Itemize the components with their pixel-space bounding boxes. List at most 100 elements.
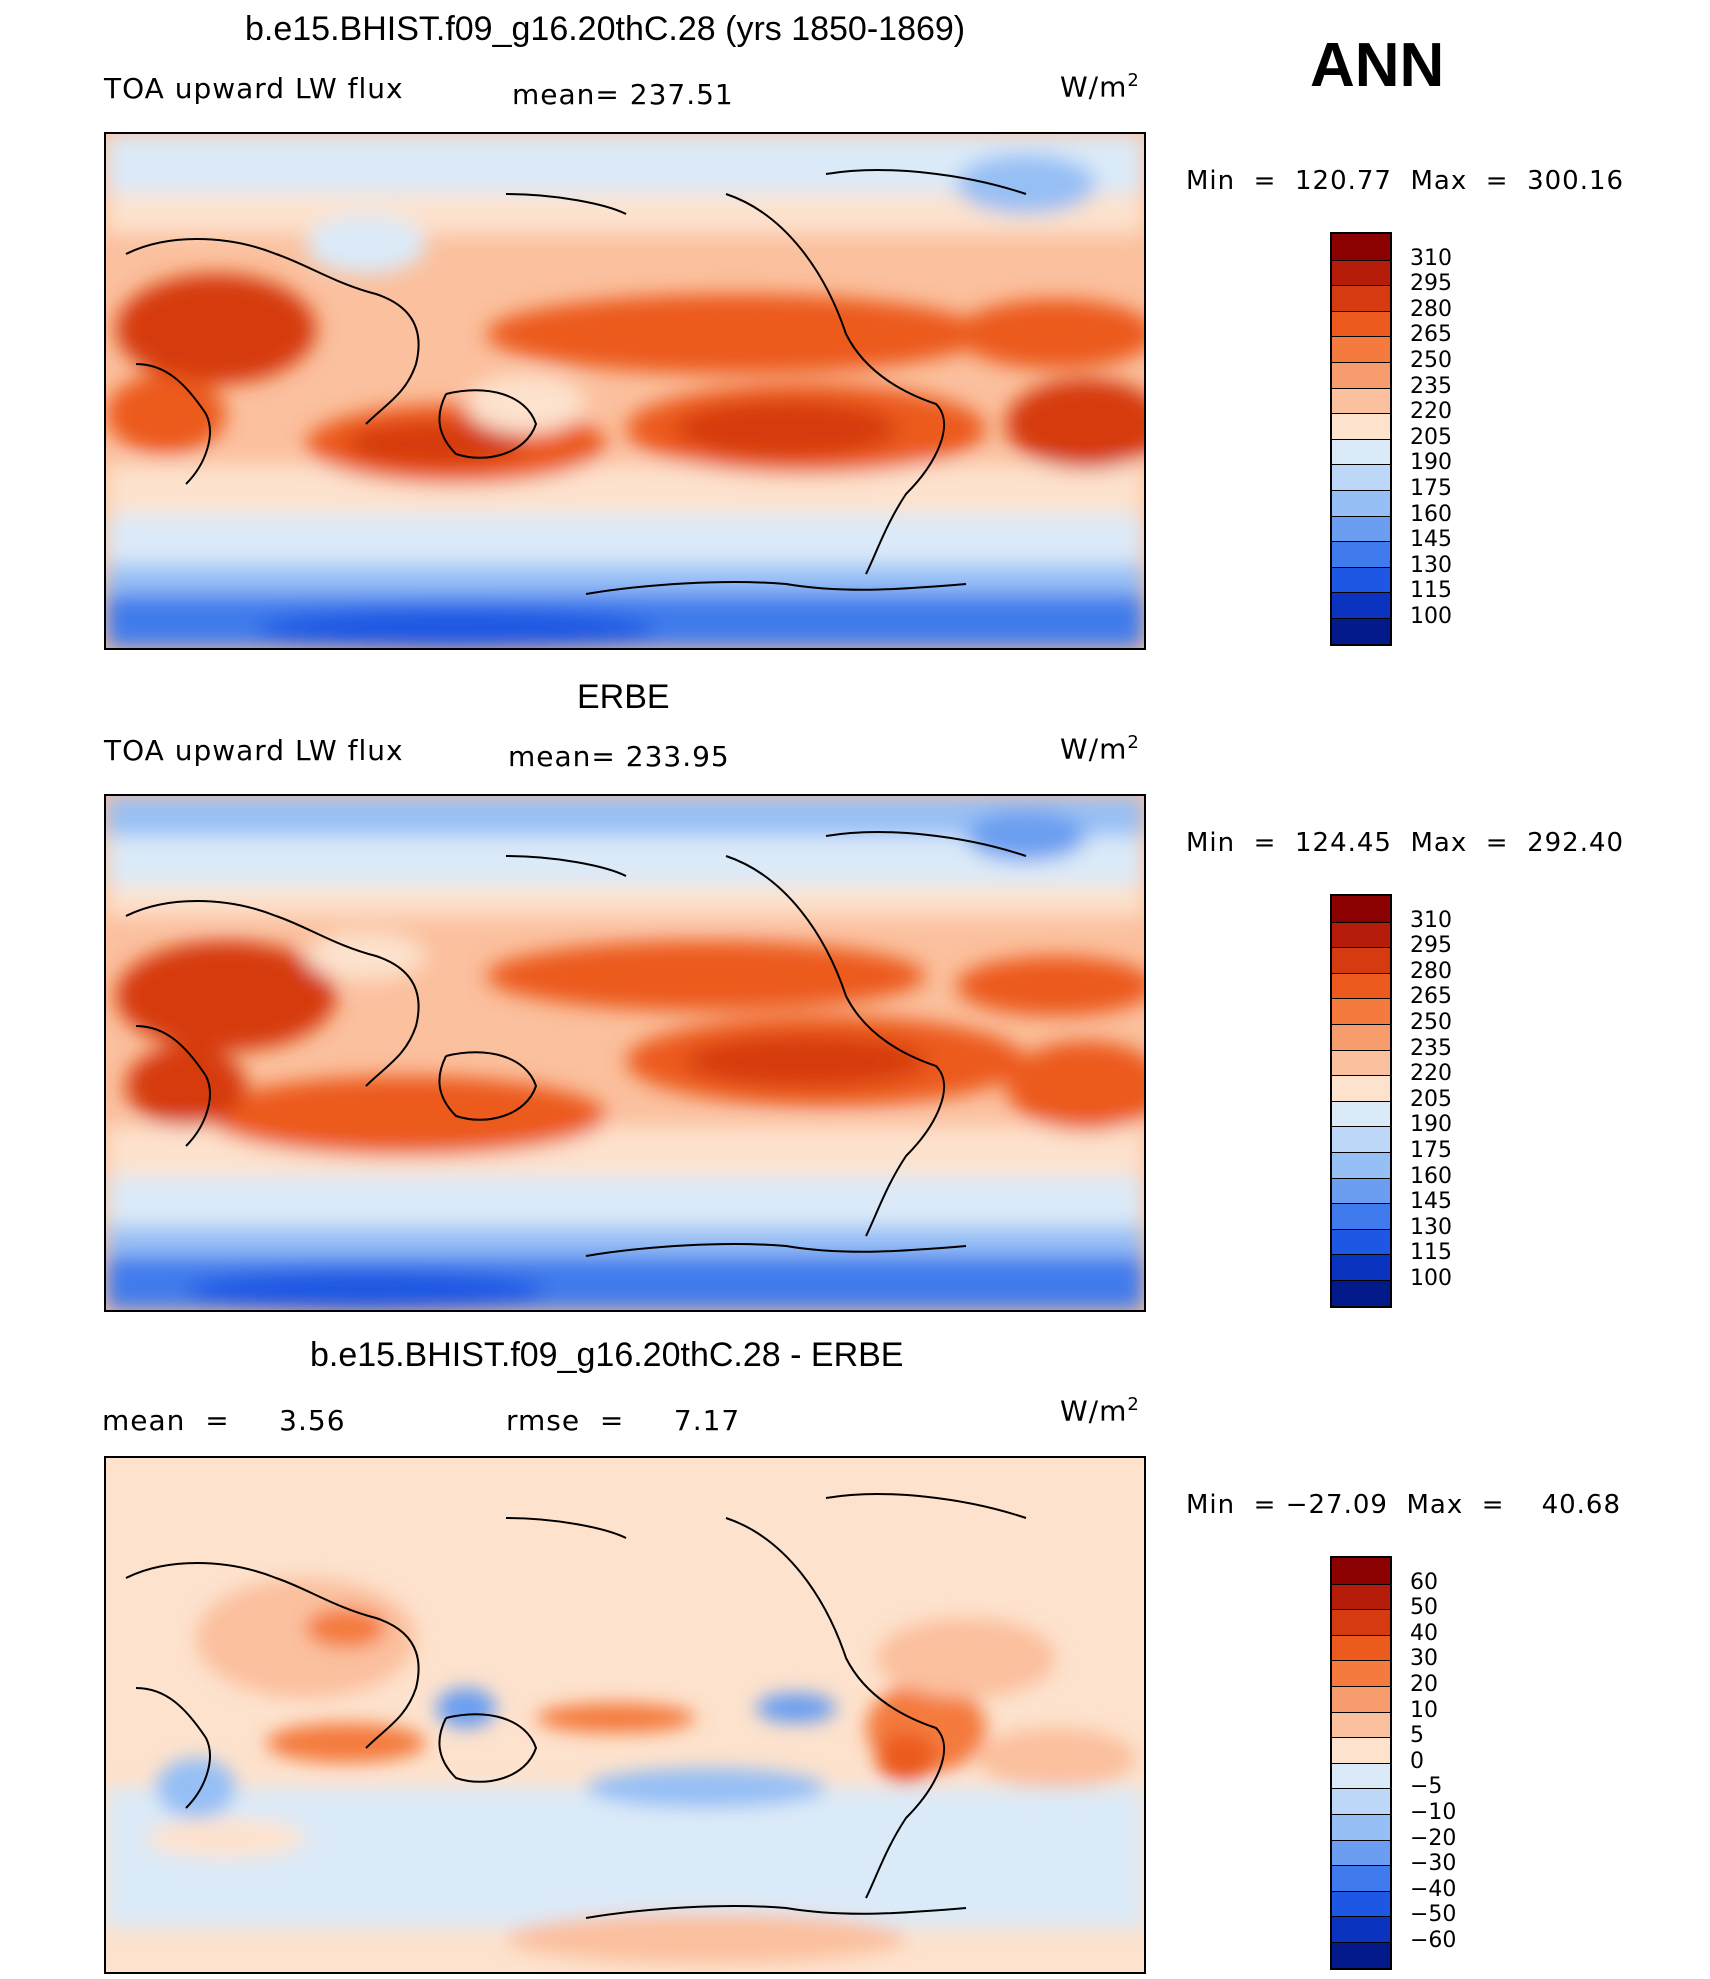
colorbar-swatch [1332, 1685, 1390, 1712]
panel3-map [104, 1456, 1146, 1974]
colorbar-swatch [1332, 1788, 1390, 1814]
colorbar-tick-label: 60 [1410, 1569, 1438, 1595]
panel3-title: b.e15.BHIST.f09_g16.20thC.28 - ERBE [310, 1336, 904, 1374]
panel1-title: b.e15.BHIST.f09_g16.20thC.28 (yrs 1850-1… [245, 10, 966, 48]
colorbar-swatch [1332, 1228, 1390, 1255]
colorbar-swatch [1332, 1126, 1390, 1152]
colorbar-tick-label: 160 [1410, 501, 1452, 527]
colorbar-tick-label: −10 [1410, 1800, 1457, 1825]
colorbar-swatch [1332, 947, 1390, 973]
panel2-variable-label: TOA upward LW flux [104, 734, 404, 767]
colorbar-tick-label: 190 [1410, 450, 1452, 476]
colorbar-swatch [1332, 1100, 1390, 1127]
colorbar-swatch [1332, 1865, 1390, 1891]
panel1-minmax: Min = 120.77 Max = 300.16 [1186, 166, 1625, 196]
colorbar-tick-label: 265 [1410, 322, 1452, 348]
colorbar-tick-label: −60 [1410, 1928, 1457, 1953]
panel2-mean: mean= 233.95 [508, 740, 730, 773]
colorbar-swatch [1332, 464, 1390, 490]
colorbar-tick-label: 250 [1410, 1010, 1452, 1035]
colorbar-swatch [1332, 1711, 1390, 1738]
colorbar-tick-label: 145 [1410, 1189, 1452, 1215]
season-label: ANN [1310, 31, 1445, 100]
panel2-title: ERBE [577, 678, 670, 716]
colorbar-swatch [1332, 489, 1390, 516]
colorbar-swatch [1332, 1941, 1390, 1968]
colorbar-tick-label: 5 [1410, 1723, 1424, 1749]
colorbar-tick-label: −50 [1410, 1902, 1457, 1928]
colorbar-tick-label: 100 [1410, 604, 1452, 629]
panel3-colorbar [1330, 1556, 1392, 1970]
colorbar-swatch [1332, 1762, 1390, 1789]
colorbar-swatch [1332, 1737, 1390, 1763]
colorbar-tick-label: 130 [1410, 552, 1452, 578]
colorbar-tick-label: 130 [1410, 1214, 1452, 1240]
colorbar-swatch [1332, 617, 1390, 644]
colorbar-swatch [1332, 1813, 1390, 1840]
panel1-variable-label: TOA upward LW flux [104, 72, 404, 105]
colorbar-swatch [1332, 413, 1390, 439]
colorbar-tick-label: −5 [1410, 1774, 1443, 1800]
colorbar-tick-label: 145 [1410, 527, 1452, 553]
colorbar-swatch [1332, 592, 1390, 618]
colorbar-tick-label: 100 [1410, 1266, 1452, 1291]
colorbar-swatch [1332, 1609, 1390, 1635]
colorbar-swatch [1332, 896, 1390, 922]
colorbar-swatch [1332, 361, 1390, 388]
panel3-units: W/m2 [1060, 1394, 1140, 1428]
colorbar-tick-label: −30 [1410, 1851, 1457, 1877]
colorbar-tick-label: 310 [1410, 245, 1452, 271]
colorbar-tick-label: 235 [1410, 1035, 1452, 1061]
colorbar-swatch [1332, 1023, 1390, 1050]
panel3-rmse: rmse = 7.17 [506, 1404, 741, 1437]
colorbar-swatch [1332, 234, 1390, 260]
colorbar-tick-label: 220 [1410, 1061, 1452, 1087]
colorbar-swatch [1332, 285, 1390, 311]
colorbar-swatch [1332, 438, 1390, 465]
panel2-map [104, 794, 1146, 1312]
colorbar-swatch [1332, 566, 1390, 593]
colorbar-tick-label: 250 [1410, 348, 1452, 373]
colorbar-tick-label: 265 [1410, 984, 1452, 1010]
panel1-mean: mean= 237.51 [512, 78, 734, 111]
colorbar-swatch [1332, 310, 1390, 337]
colorbar-tick-label: 295 [1410, 933, 1452, 959]
colorbar-swatch [1332, 921, 1390, 948]
colorbar-tick-label: 0 [1410, 1748, 1424, 1774]
colorbar-swatch [1332, 1177, 1390, 1204]
panel1-colorbar [1330, 232, 1392, 646]
colorbar-swatch [1332, 541, 1390, 567]
colorbar-swatch [1332, 1203, 1390, 1229]
colorbar-swatch [1332, 1254, 1390, 1280]
colorbar-tick-label: 280 [1410, 296, 1452, 322]
colorbar-tick-label: 310 [1410, 907, 1452, 933]
colorbar-swatch [1332, 515, 1390, 542]
colorbar-tick-label: 295 [1410, 271, 1452, 297]
panel3-minmax: Min = −27.09 Max = 40.68 [1186, 1490, 1622, 1520]
colorbar-swatch [1332, 1634, 1390, 1661]
colorbar-swatch [1332, 1839, 1390, 1866]
colorbar-tick-label: 190 [1410, 1112, 1452, 1138]
panel2-minmax: Min = 124.45 Max = 292.40 [1186, 828, 1625, 858]
colorbar-swatch [1332, 1049, 1390, 1076]
colorbar-tick-label: 20 [1410, 1672, 1438, 1697]
colorbar-swatch [1332, 1916, 1390, 1942]
colorbar-swatch [1332, 1151, 1390, 1178]
colorbar-swatch [1332, 1558, 1390, 1584]
colorbar-swatch [1332, 1075, 1390, 1101]
colorbar-swatch [1332, 998, 1390, 1024]
colorbar-swatch [1332, 1583, 1390, 1610]
colorbar-swatch [1332, 387, 1390, 414]
panel2-units: W/m2 [1060, 732, 1140, 766]
colorbar-tick-label: 175 [1410, 476, 1452, 501]
colorbar-tick-label: 40 [1410, 1620, 1438, 1646]
colorbar-tick-label: 235 [1410, 373, 1452, 399]
colorbar-tick-label: 115 [1410, 578, 1452, 604]
colorbar-tick-label: 205 [1410, 424, 1452, 450]
colorbar-tick-label: 10 [1410, 1697, 1438, 1723]
colorbar-tick-label: 115 [1410, 1240, 1452, 1266]
colorbar-swatch [1332, 1279, 1390, 1306]
colorbar-tick-label: 160 [1410, 1163, 1452, 1189]
panel2-colorbar [1330, 894, 1392, 1308]
colorbar-tick-label: 205 [1410, 1086, 1452, 1112]
